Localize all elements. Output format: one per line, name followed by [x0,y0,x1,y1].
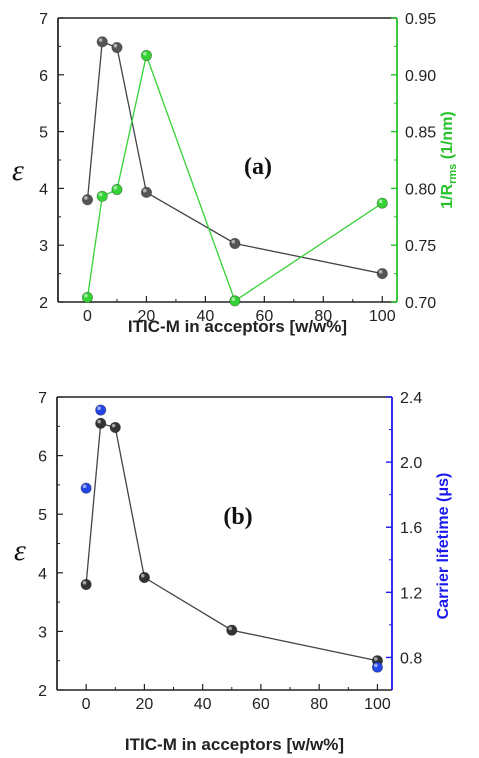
chart-a: 0 20 40 60 80 100 2 3 4 5 6 7 0.70 0.75 0.80 0.85 0.90 0.… [12,11,459,336]
chart-a-series-0-point-highlight [84,196,88,200]
chart-b-x-title: ITIC-M in acceptors [w/w%] [125,735,344,754]
chart-a-y2-tick-label: 0.75 [405,238,436,255]
chart-a-series-1-point [96,190,108,202]
chart-b-series-1-point [95,404,107,416]
chart-b-panel-label: (b) [223,504,252,530]
chart-b-series-1-point-highlight [97,406,101,411]
chart-b-series-0-point-highlight [228,626,232,631]
chart-b-series-0-point-highlight [374,657,378,661]
chart-a-series-1-point-highlight [84,293,88,298]
chart-b-x-tick-label: 0 [82,696,91,713]
chart-a-y-tick-label: 4 [39,181,48,198]
chart-b-x-tick-label: 100 [364,696,391,713]
chart-b-series-1-point-highlight [374,663,378,668]
chart-b-series-0-point-highlight [97,419,101,424]
chart-a-y2-title: 1/Rrms (1/nm) [439,111,459,209]
chart-a-series-1-point-highlight [231,297,236,301]
chart-b-series-0-point-highlight [111,423,116,428]
chart-b-y-tick-label: 6 [38,449,47,466]
chart-a-series-1-line [86,53,383,302]
chart-b-x-tick-label: 20 [135,696,153,713]
chart-b-series-0-point [95,417,107,429]
chart-a-y-tick-label: 5 [39,125,48,142]
chart-a-y2-tick-label: 0.85 [405,125,436,142]
chart-a-x-tick-label: 40 [196,308,214,325]
chart-b-y2-title: Carrier lifetime (μs) [435,473,452,620]
chart-a-series-0-point-highlight [98,38,103,42]
chart-b-series-1-point [80,482,92,494]
chart-b-y2-tick-label: 1.2 [400,585,422,602]
chart-a-y-tick-label: 3 [39,238,48,255]
chart-a-y-title: ε [12,154,24,187]
chart-b: 0 20 40 60 80 100 2 3 4 5 6 7 0.8 1.2 1.6 2.0 2.4 ITIC-M … [14,390,452,754]
chart-b-y2-tick-label: 0.8 [400,650,422,667]
chart-a-x-tick-label: 80 [314,308,332,325]
chart-b-series-0-point [226,624,238,636]
chart-b-y2-tick-label: 2.0 [400,455,422,472]
chart-a-panel-label: (a) [244,154,272,180]
chart-a-x-tick-label: 20 [138,308,156,325]
chart-b-x-tick-label: 60 [252,696,270,713]
chart-b-y2-tick-label: 2.4 [400,390,422,407]
chart-b-series-0-point [80,578,92,591]
chart-a-series-0-point-highlight [113,43,118,48]
chart-a-series-1-point-highlight [98,192,103,197]
chart-a-y-tick-label: 7 [39,11,48,28]
chart-b-series-0-point [138,571,150,584]
chart-a-y-tick-label: 2 [39,295,48,312]
chart-b-series-1-point-highlight [82,484,87,489]
chart-b-series-1-point [371,661,384,673]
chart-a-series-1-point-highlight [143,51,147,56]
chart-a-y2-tick-label: 0.80 [405,181,436,198]
chart-a-series-0-point-highlight [231,239,236,244]
chart-a-series-0-point [140,186,153,198]
chart-b-y-tick-label: 2 [38,683,47,700]
chart-a-x-title: ITIC-M in acceptors [w/w%] [128,317,347,336]
chart-b-x-tick-label: 40 [194,696,212,713]
chart-a-series-1-point [229,295,241,307]
chart-a-series-1-point [140,49,153,62]
chart-a-series-0-point [229,237,241,250]
chart-a-x-tick-label: 0 [83,308,92,325]
chart-a-series-0-point-highlight [378,270,383,274]
chart-b-series-0-point-highlight [140,573,145,578]
chart-b-series-0-line [85,422,378,662]
chart-b-series-0-point [109,421,121,434]
chart-a-series-1-point [81,291,94,304]
chart-a-series-0-point-highlight [143,188,147,193]
chart-a-x-tick-label: 100 [369,308,396,325]
chart-a-series-1-point [376,197,388,209]
chart-b-series-0-point-highlight [82,580,87,585]
chart-a-series-0-point [111,41,123,54]
chart-a-series-1-point [111,183,123,196]
chart-a-series-1-point-highlight [378,199,383,204]
chart-b-y-tick-label: 7 [38,390,47,407]
chart-b-y-title: ε [14,534,26,567]
chart-a-y-tick-label: 6 [39,68,48,85]
chart-b-x-tick-label: 80 [310,696,328,713]
chart-a-series-0-point [81,194,94,206]
chart-b-y-tick-label: 3 [38,624,47,641]
chart-a-series-0-point [376,267,388,280]
chart-a-y2-tick-label: 0.90 [405,68,436,85]
chart-a-x-tick-label: 60 [255,308,273,325]
chart-a-y2-tick-label: 0.95 [405,11,436,28]
chart-a-series-0-point [96,36,108,48]
chart-a-series-1-point-highlight [113,185,118,190]
chart-b-y-tick-label: 5 [38,507,47,524]
chart-b-y-tick-label: 4 [38,566,47,583]
chart-a-y2-tick-label: 0.70 [405,295,436,312]
chart-b-y2-tick-label: 1.6 [400,520,422,537]
